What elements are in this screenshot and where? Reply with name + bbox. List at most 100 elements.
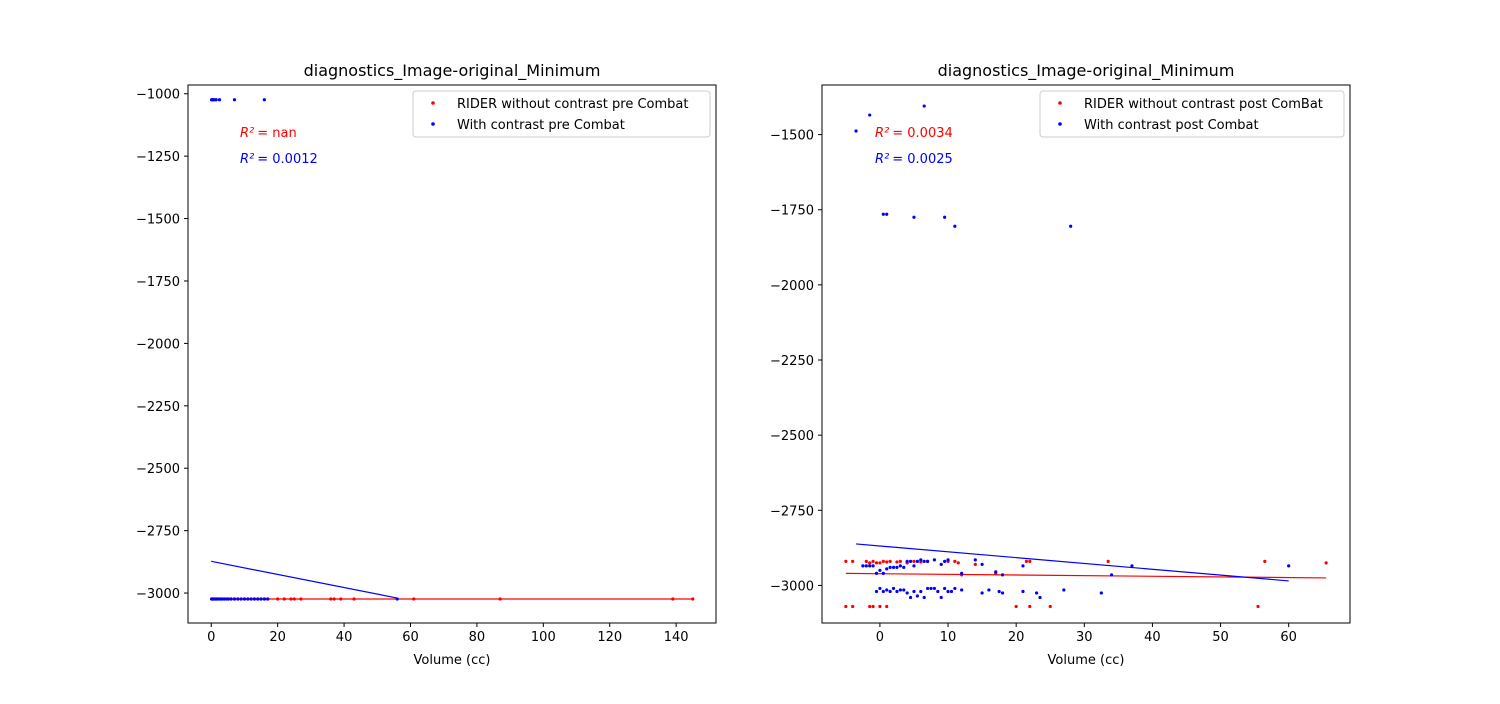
data-point — [956, 561, 960, 565]
data-point — [874, 561, 879, 565]
data-point — [498, 597, 502, 601]
r-squared-annotation: R² = nan — [240, 126, 297, 141]
data-point — [871, 559, 875, 563]
data-point — [908, 559, 913, 563]
data-point — [1024, 559, 1028, 563]
data-point — [1021, 589, 1025, 594]
legend-box — [1039, 90, 1345, 138]
data-point — [232, 98, 237, 102]
data-point — [997, 589, 1001, 594]
data-point — [352, 597, 356, 601]
data-point — [299, 597, 303, 601]
data-point — [851, 559, 855, 563]
data-point — [868, 564, 872, 568]
data-point — [1048, 604, 1052, 609]
y-tick-label: −3000 — [770, 579, 814, 594]
data-point — [878, 568, 882, 573]
data-point — [214, 98, 218, 102]
data-point — [922, 104, 926, 108]
chart-title: diagnostics_Image-original_Minimum — [304, 61, 601, 81]
data-point — [891, 565, 896, 569]
data-point — [922, 595, 926, 600]
x-tick-label: 40 — [1144, 630, 1161, 645]
data-point — [939, 562, 943, 566]
y-tick-label: −2750 — [136, 525, 180, 540]
data-point — [949, 589, 954, 594]
data-point — [229, 597, 233, 601]
legend-entry: With contrast post Combat — [1084, 118, 1259, 133]
x-tick-label: 20 — [269, 630, 286, 645]
data-point — [915, 559, 919, 563]
annotation-value: = 0.0034 — [892, 126, 953, 141]
data-point — [232, 597, 237, 601]
y-tick-label: −1000 — [136, 88, 180, 103]
data-point — [888, 565, 892, 569]
fit-line — [211, 560, 398, 599]
data-point — [943, 586, 947, 591]
data-point — [395, 597, 399, 601]
legend-marker — [431, 122, 435, 126]
data-point — [861, 564, 865, 568]
y-tick-label: −1500 — [770, 129, 814, 144]
data-point — [256, 597, 260, 601]
legend-marker — [1058, 101, 1062, 105]
data-point — [259, 597, 263, 601]
data-point — [282, 597, 286, 601]
data-point — [881, 571, 885, 576]
data-point — [246, 597, 250, 601]
data-point — [929, 586, 933, 591]
series-1 — [209, 98, 399, 601]
data-point — [881, 212, 885, 216]
data-point — [885, 567, 889, 571]
y-tick-label: −1750 — [770, 204, 814, 219]
y-tick-label: −2000 — [136, 337, 180, 352]
data-point — [888, 589, 892, 594]
data-point — [885, 212, 889, 216]
data-point — [1069, 224, 1073, 228]
data-point — [266, 597, 270, 601]
data-point — [888, 559, 892, 563]
annotation-value: = nan — [257, 126, 296, 141]
data-point — [987, 588, 991, 592]
x-tick-label: 40 — [336, 630, 353, 645]
r-squared-annotation: R² = 0.0025 — [875, 152, 953, 167]
data-point — [1038, 595, 1042, 600]
legend: RIDER without contrast post ComBat With c… — [1039, 90, 1345, 138]
data-point — [868, 561, 872, 565]
data-point — [912, 559, 916, 563]
x-tick-label: 20 — [1008, 630, 1025, 645]
y-tick-label: −2250 — [770, 354, 814, 369]
series-1 — [854, 104, 1291, 600]
data-point — [895, 565, 899, 569]
data-point — [289, 597, 293, 601]
data-point — [276, 597, 280, 601]
data-point — [939, 595, 943, 600]
data-point — [1263, 559, 1267, 563]
data-point — [953, 559, 957, 563]
y-tick-label: −3000 — [136, 587, 180, 602]
data-point — [885, 604, 889, 609]
data-point — [926, 559, 930, 563]
x-tick-label: 0 — [876, 630, 884, 645]
data-point — [339, 597, 343, 601]
data-point — [878, 561, 882, 565]
data-point — [851, 604, 855, 609]
data-point — [912, 564, 916, 568]
data-point — [953, 224, 957, 228]
data-point — [919, 558, 923, 562]
data-point — [329, 597, 333, 601]
x-tick-label: 60 — [1280, 630, 1297, 645]
axes-frame — [821, 84, 1351, 624]
x-tick-label: 60 — [402, 630, 419, 645]
data-point — [936, 589, 940, 594]
data-point — [994, 570, 998, 574]
data-point — [973, 558, 977, 562]
data-point — [926, 586, 930, 591]
data-point — [898, 559, 902, 563]
data-point — [1106, 559, 1110, 563]
data-point — [854, 129, 858, 133]
data-point — [980, 562, 984, 566]
data-point — [898, 588, 902, 592]
data-point — [946, 589, 950, 594]
y-tick-label: −2500 — [770, 429, 814, 444]
